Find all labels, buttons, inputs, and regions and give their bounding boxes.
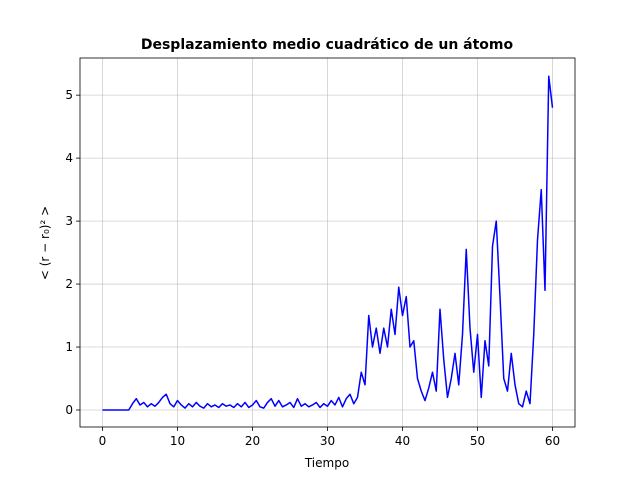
y-tick-label: 3 — [65, 214, 73, 228]
x-tick-label: 30 — [320, 434, 335, 448]
y-axis-label: < (r − r₀)² > — [38, 206, 52, 280]
x-tick-label: 40 — [395, 434, 410, 448]
axes-frame — [79, 57, 576, 428]
x-tick-label: 10 — [170, 434, 185, 448]
y-tick-label: 1 — [65, 340, 73, 354]
x-axis-label: Tiempo — [304, 456, 349, 470]
y-tick-label: 2 — [65, 277, 73, 291]
data-line — [102, 75, 554, 411]
y-tick-label: 0 — [65, 403, 73, 417]
x-tick-label: 50 — [470, 434, 485, 448]
x-tick-label: 60 — [545, 434, 560, 448]
y-tick-label: 5 — [65, 88, 73, 102]
y-tick-label: 4 — [65, 151, 73, 165]
chart-title: Desplazamiento medio cuadrático de un át… — [141, 37, 514, 53]
x-tick-label: 0 — [99, 434, 107, 448]
x-tick-label: 20 — [245, 434, 260, 448]
